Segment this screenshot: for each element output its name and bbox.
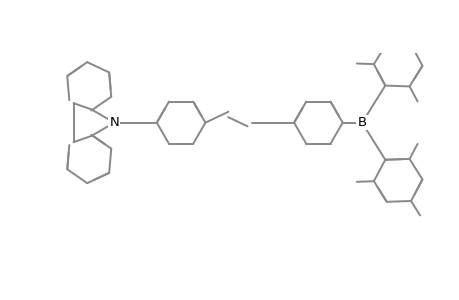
Text: B: B [357,116,366,129]
Text: N: N [109,116,119,129]
